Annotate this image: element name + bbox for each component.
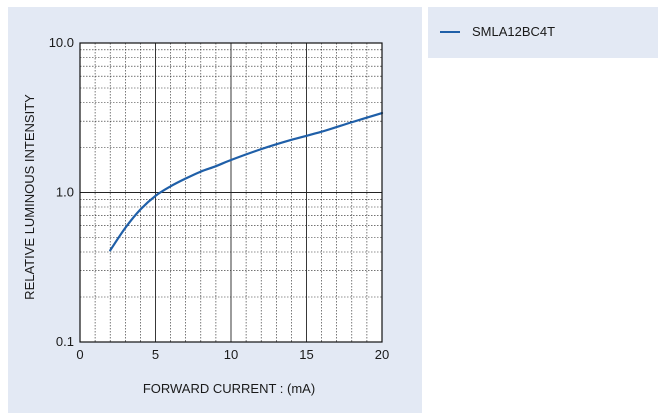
series-line-smla12bc4t — [109, 111, 384, 252]
legend-swatch-line — [440, 30, 460, 33]
x-axis-label: FORWARD CURRENT : (mA) — [143, 381, 315, 396]
legend-series-label: SMLA12BC4T — [472, 24, 556, 39]
x-tick-label: 0 — [76, 347, 83, 362]
x-tick-label: 5 — [152, 347, 159, 362]
y-tick-label: 10.0 — [49, 35, 74, 50]
chart-svg: 0 5 10 15 20 0.1 1.0 10.0 RELATIVE LUMINOUS INT… — [22, 35, 390, 396]
chart-panel: 0 5 10 15 20 0.1 1.0 10.0 RELATIVE LUMINOUS INT… — [8, 7, 422, 413]
axis-layer — [79, 42, 383, 343]
legend-panel: SMLA12BC4T — [428, 7, 658, 58]
y-tick-label: 1.0 — [56, 185, 74, 200]
grid-layer — [80, 43, 382, 342]
x-tick-label: 15 — [299, 347, 313, 362]
y-axis-label: RELATIVE LUMINOUS INTENSITY — [22, 94, 37, 300]
plot-frame — [79, 42, 383, 343]
legend-entry: SMLA12BC4T — [440, 24, 555, 39]
y-tick-label: 0.1 — [56, 334, 74, 349]
x-tick-label: 10 — [224, 347, 238, 362]
tick-layer: 0 5 10 15 20 0.1 1.0 10.0 — [49, 35, 390, 362]
series-layer — [109, 111, 384, 252]
x-tick-label: 20 — [375, 347, 389, 362]
